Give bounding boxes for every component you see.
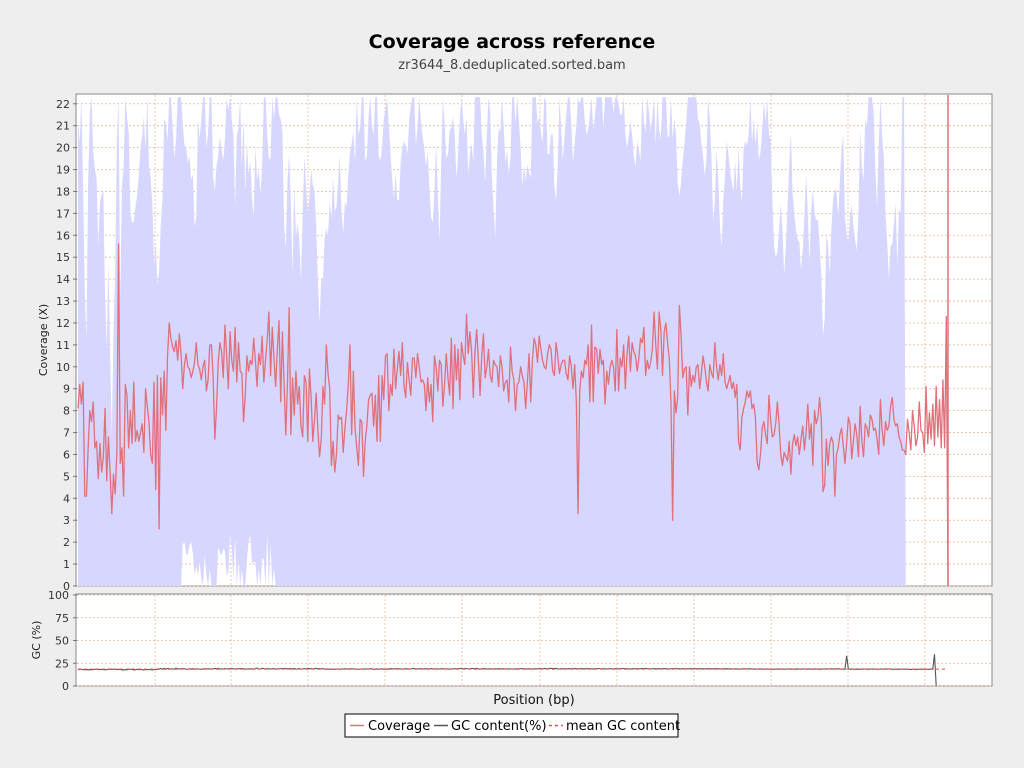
coverage-y-tick-label: 21 (56, 120, 70, 133)
coverage-y-tick-label: 13 (56, 295, 70, 308)
coverage-y-tick-label: 11 (56, 339, 70, 352)
coverage-y-tick-label: 9 (63, 383, 70, 396)
coverage-y-tick-label: 22 (56, 98, 70, 111)
x-axis-label: Position (bp) (493, 693, 574, 708)
coverage-band-area (78, 97, 906, 586)
coverage-y-tick-label: 3 (63, 514, 70, 527)
gc-y-axis-label: GC (%) (30, 621, 43, 660)
legend-label-gc: GC content(%) (451, 719, 547, 734)
coverage-y-tick-label: 20 (56, 142, 70, 155)
coverage-y-tick-label: 4 (63, 492, 70, 505)
coverage-y-tick-label: 1 (63, 558, 70, 571)
gc-panel: 0 25 50 75 100 GC (%) (30, 589, 993, 693)
legend-label-coverage: Coverage (368, 719, 430, 734)
coverage-y-tick-label: 19 (56, 164, 70, 177)
legend-box (344, 713, 679, 738)
coverage-series-line (77, 243, 949, 584)
coverage-y-tick-label: 12 (56, 317, 70, 330)
coverage-y-tick-label: 5 (63, 470, 70, 483)
coverage-y-tick-label: 14 (56, 273, 70, 286)
coverage-y-tick-label: 0 (63, 580, 70, 593)
coverage-y-tick-label: 2 (63, 536, 70, 549)
coverage-y-tick-label: 7 (63, 427, 70, 440)
coverage-y-tick-label: 8 (63, 405, 70, 418)
gc-y-tick-label: 100 (48, 589, 69, 602)
gc-y-tick-label: 75 (55, 612, 69, 625)
chart-subtitle: zr3644_8.deduplicated.sorted.bam (398, 58, 625, 73)
gc-y-tick-label: 25 (55, 657, 69, 670)
coverage-y-tick-label: 17 (56, 207, 70, 220)
coverage-y-tick-label: 16 (56, 229, 70, 242)
gc-y-tick-label: 0 (62, 680, 69, 693)
coverage-y-tick-label: 18 (56, 185, 70, 198)
coverage-y-axis-label: Coverage (X) (37, 304, 50, 376)
gc-plot-background (75, 593, 993, 687)
legend-label-mean-gc: mean GC content (566, 719, 680, 734)
coverage-y-tick-label: 10 (56, 361, 70, 374)
gc-y-tick-label: 50 (55, 635, 69, 648)
chart-title: Coverage across reference (369, 31, 656, 53)
coverage-y-tick-label: 15 (56, 251, 70, 264)
coverage-y-tick-label: 6 (63, 448, 70, 461)
legend: Coverage GC content(%) mean GC content (344, 713, 680, 738)
